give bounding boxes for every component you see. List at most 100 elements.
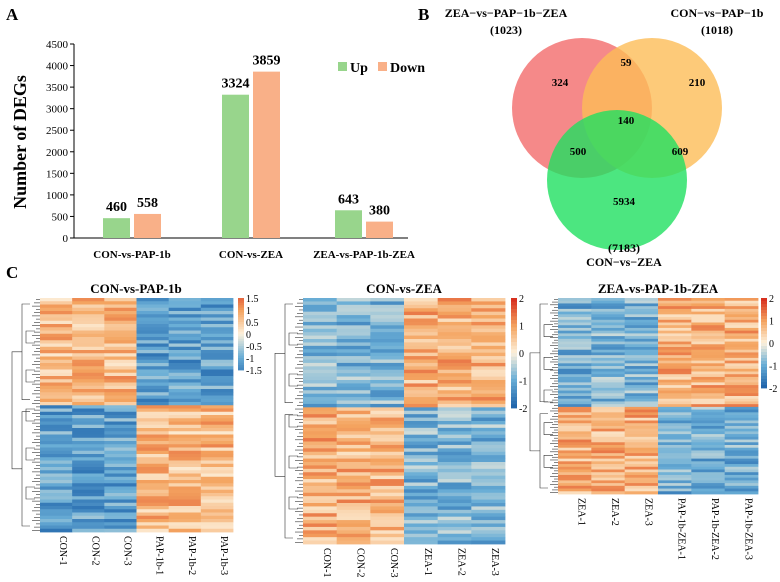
heatmap-cell [658, 327, 692, 332]
heatmap-cell [437, 509, 472, 514]
heatmap-cell [200, 502, 234, 507]
heatmap-cell [370, 386, 405, 391]
colorbar-step [761, 319, 767, 323]
heatmap-cell [72, 327, 105, 331]
heatmap-column-label: CON-2 [89, 536, 100, 565]
heatmap-cell [691, 442, 726, 446]
heatmap-cell [136, 418, 170, 422]
heatmap-cell [724, 423, 759, 427]
colorbar-step [238, 348, 244, 352]
heatmap-cell [591, 455, 626, 460]
heatmap-cell [104, 395, 137, 400]
heatmap-cell [303, 489, 338, 494]
heatmap-cell [168, 454, 202, 458]
heatmap-cell [336, 503, 371, 507]
heatmap-cell [168, 304, 202, 309]
heatmap-cell [303, 352, 338, 357]
heatmap-cell [724, 450, 759, 454]
heatmap-cell [72, 369, 105, 374]
colorbar-step [761, 301, 767, 305]
heatmap-cell [72, 496, 105, 500]
colorbar-step [761, 358, 767, 362]
heatmap-cell [658, 338, 692, 342]
heatmap-cell [724, 480, 759, 484]
heatmap-cell [40, 496, 73, 500]
heatmap-cell [558, 327, 592, 332]
heatmap-cell [558, 374, 592, 378]
heatmap-cell [658, 425, 692, 430]
heatmap-cell [136, 333, 170, 338]
heatmap-cell [404, 321, 439, 326]
venn-diagram: ZEA−vs−PAP−1b−ZEA(1023)CON−vs−PAP−1b(101… [445, 6, 764, 269]
colorbar-step [238, 334, 244, 337]
heatmap-cell [558, 480, 592, 484]
heatmap-cell [336, 424, 371, 429]
heatmap-cell [136, 408, 170, 413]
heatmap-cell [724, 336, 759, 340]
heatmap-cell [724, 376, 759, 381]
heatmap-cell [168, 496, 202, 500]
heatmap-cell [136, 363, 170, 367]
bar-up [103, 218, 130, 238]
heatmap-cell [40, 366, 73, 370]
heatmap-cell [200, 314, 234, 318]
heatmap-cell [591, 338, 626, 342]
heatmap-cell [437, 345, 472, 350]
heatmap-cell [404, 448, 439, 453]
heatmap-cell [471, 513, 506, 518]
heatmap-cell [658, 485, 692, 489]
heatmap-cell [104, 405, 137, 409]
heatmap-cell [404, 332, 439, 336]
heatmap-cell [404, 301, 439, 306]
colorbar-tick-label: 0 [519, 349, 524, 360]
colorbar-step [238, 298, 244, 301]
heatmap-cell [72, 450, 105, 455]
bar-chart: Number of DEGs Up Down 050010001500200025… [10, 39, 425, 261]
heatmap-cell [136, 307, 170, 312]
heatmap-cell [104, 317, 137, 322]
colorbar-step [761, 355, 767, 359]
heatmap-cell [370, 301, 405, 306]
heatmap-cell [724, 445, 759, 449]
colorbar-step [238, 305, 244, 308]
dendrogram-branch [25, 408, 35, 422]
heatmap-cell [558, 401, 592, 405]
heatmap-cell [691, 368, 726, 372]
heatmap-cell [591, 442, 626, 446]
heatmap-cell [336, 537, 371, 541]
heatmap-cell [691, 322, 726, 326]
heatmap-cell [72, 483, 105, 487]
colorbar-tick-label: -1 [769, 362, 777, 373]
heatmap-cell [658, 319, 692, 323]
heatmap-cell [558, 442, 592, 446]
heatmap-cell [72, 379, 105, 383]
heatmap-cell [437, 496, 472, 500]
colorbar-step [761, 370, 767, 374]
heatmap-cell [558, 445, 592, 449]
heatmap-cell [591, 431, 626, 435]
heatmap-cell [104, 337, 137, 341]
dendrogram-branch [21, 303, 30, 400]
heatmap-cell [370, 489, 405, 494]
heatmap-cell [724, 330, 759, 334]
heatmap-cell [471, 352, 506, 357]
heatmap-cell [200, 363, 234, 367]
heatmap-cell [136, 415, 170, 419]
heatmap-cell [370, 530, 405, 535]
colorbar-tick-label: 1 [246, 306, 251, 317]
heatmap-cell [104, 502, 137, 507]
heatmap-cell [624, 338, 659, 342]
heatmap-cell [136, 450, 170, 455]
heatmap-cell [471, 526, 506, 531]
heatmap-cell [104, 307, 137, 312]
heatmap-cell [471, 366, 506, 371]
bar-up [222, 94, 249, 238]
heatmap-cell [691, 317, 726, 321]
heatmap-cell [691, 431, 726, 435]
heatmap-cell [104, 343, 137, 348]
heatmap-cell [558, 436, 592, 440]
heatmap-cell [724, 472, 759, 476]
heatmap-cell [558, 447, 592, 451]
heatmap-cell [200, 376, 234, 380]
colorbar-step [761, 343, 767, 347]
